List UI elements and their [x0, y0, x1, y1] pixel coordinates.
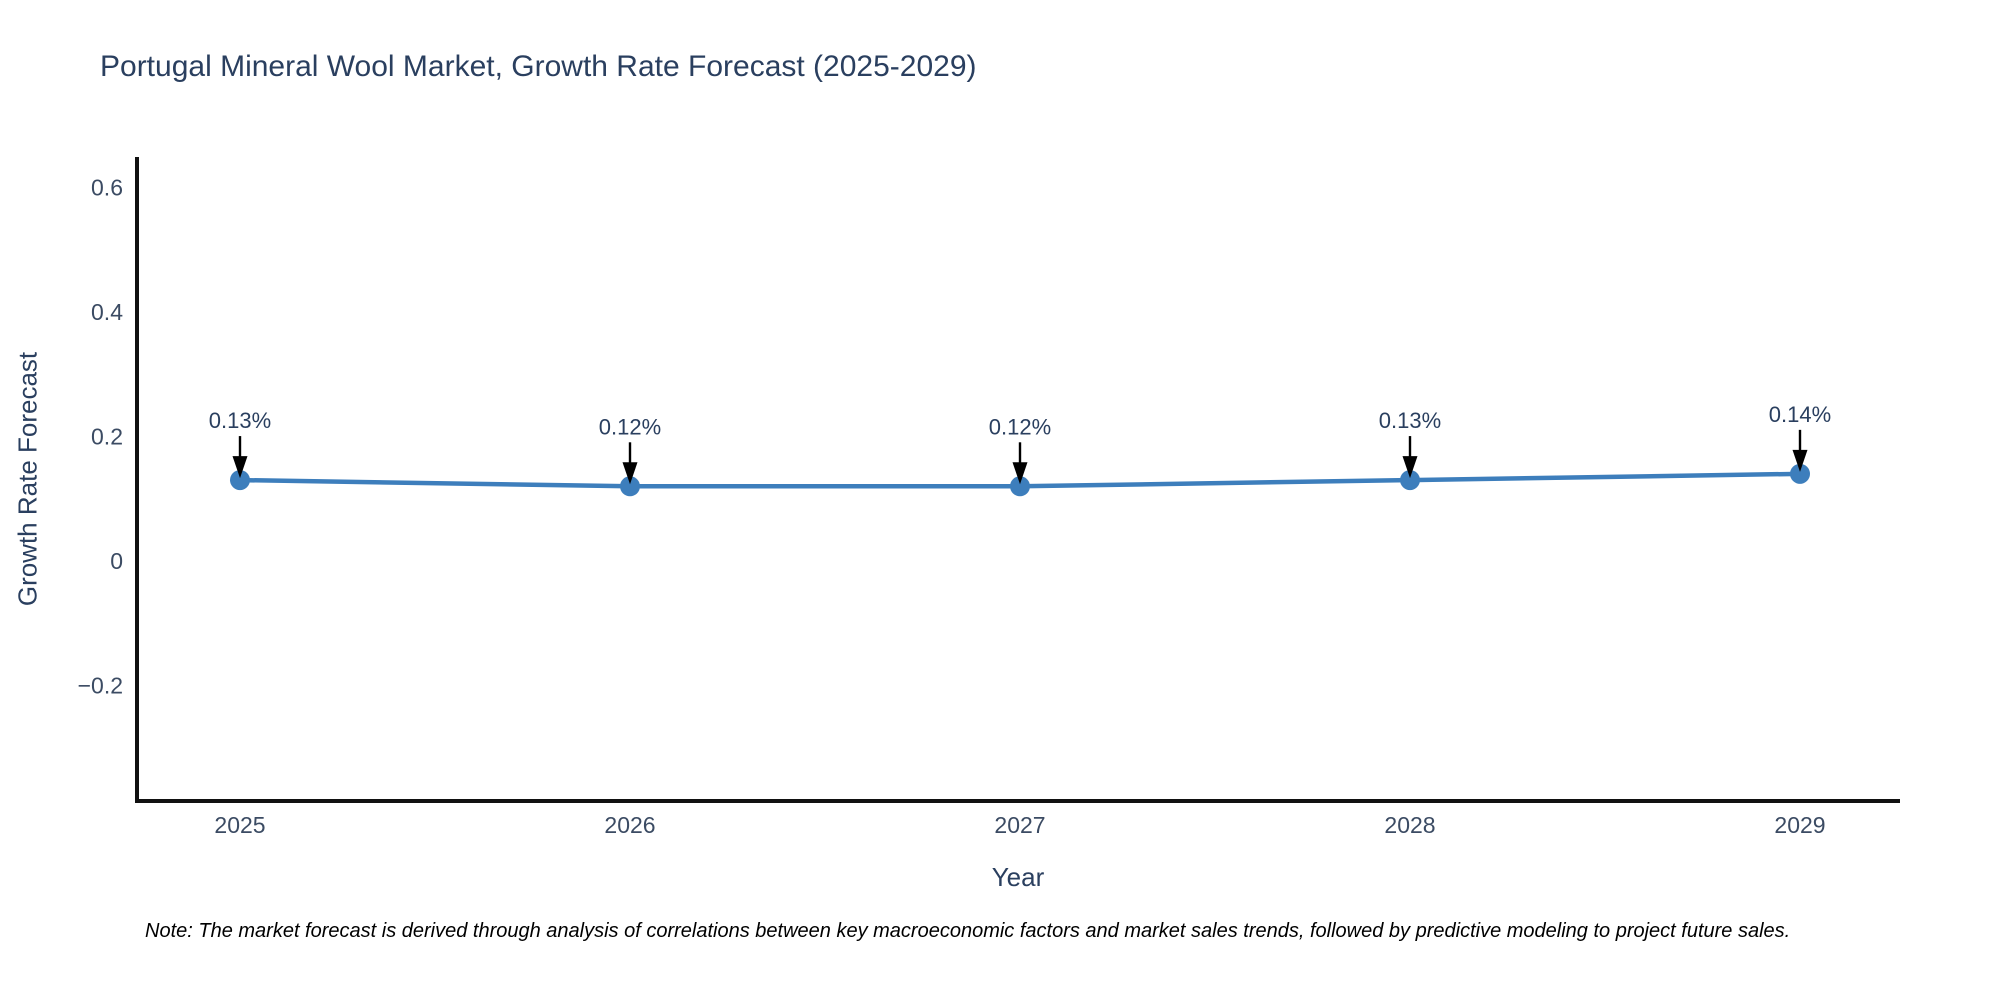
data-point-label: 0.12%	[599, 414, 661, 439]
data-point-marker[interactable]	[1400, 470, 1420, 491]
data-point-marker[interactable]	[1790, 463, 1810, 484]
chart-title: Portugal Mineral Wool Market, Growth Rat…	[100, 50, 977, 83]
y-axis-title: Growth Rate Forecast	[12, 351, 43, 607]
annotation-arrowhead-icon	[1792, 449, 1808, 472]
annotation-arrowhead-icon	[1012, 462, 1028, 485]
data-point-label: 0.13%	[1379, 408, 1441, 433]
y-tick-label: 0.6	[91, 175, 123, 201]
data-point-label: 0.12%	[989, 414, 1051, 439]
data-point-marker[interactable]	[1010, 476, 1030, 497]
y-tick-label: 0	[110, 548, 123, 574]
x-axis-title: Year	[991, 862, 1045, 892]
x-tick-label: 2029	[1774, 812, 1825, 838]
annotation-arrowhead-icon	[1402, 456, 1418, 479]
x-tick-label: 2028	[1384, 812, 1435, 838]
data-point-marker[interactable]	[230, 470, 250, 491]
annotation-arrowhead-icon	[232, 456, 248, 479]
x-tick-label: 2026	[604, 812, 655, 838]
y-tick-label: 0.2	[91, 424, 123, 450]
y-tick-label: −0.2	[78, 673, 123, 699]
data-point-label: 0.13%	[209, 408, 271, 433]
annotation-arrowhead-icon	[622, 462, 638, 485]
data-point-marker[interactable]	[620, 476, 640, 497]
data-point-label: 0.14%	[1769, 402, 1831, 427]
footnote: Note: The market forecast is derived thr…	[145, 920, 1791, 942]
x-tick-label: 2025	[214, 812, 265, 838]
x-tick-label: 2027	[994, 812, 1045, 838]
y-tick-label: 0.4	[91, 299, 123, 325]
